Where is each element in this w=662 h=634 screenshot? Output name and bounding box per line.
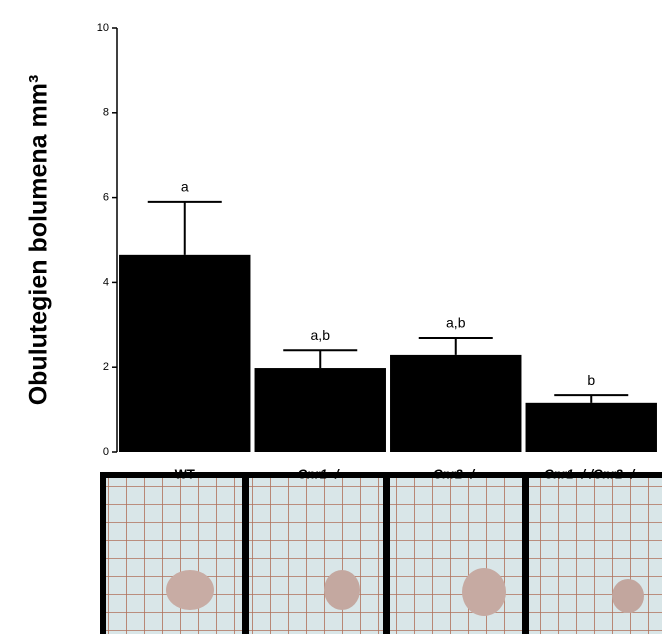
y-axis-label: Obulutegien bolumena mm³: [25, 75, 53, 406]
y-tick-label: 8: [103, 107, 109, 119]
bar: [255, 368, 386, 452]
chart: Obulutegien bolumena mm³ 0 2 4 6 8 10 a WT a,b Cn…: [0, 0, 662, 634]
y-tick-label: 2: [103, 361, 109, 373]
photo: [106, 478, 242, 634]
sample: [324, 570, 360, 610]
y-tick-label: 4: [103, 276, 109, 288]
error-bar: [283, 350, 357, 368]
photo: [390, 478, 522, 634]
error-bar: [419, 338, 493, 355]
y-tick-label: 6: [103, 192, 109, 204]
photo: [529, 478, 662, 634]
bar: [119, 255, 250, 452]
y-tick-label: 0: [103, 446, 109, 458]
error-bar: [554, 395, 628, 403]
x-tick-label: Cnr1 -/-/Cnr2 -/-: [544, 466, 639, 481]
annotation: b: [587, 372, 595, 388]
annotation: a,b: [446, 315, 466, 331]
annotation: a,b: [311, 327, 331, 343]
photo-strip: [100, 472, 662, 634]
sample: [612, 579, 644, 613]
sample: [166, 570, 214, 610]
x-tick-label: Cnr2 -/-: [433, 466, 479, 481]
sample: [462, 568, 506, 616]
photo: [249, 478, 383, 634]
annotation: a: [181, 179, 189, 195]
x-tick-label: Cnr1 -/-: [298, 466, 344, 481]
error-bar: [148, 202, 222, 255]
bar: [390, 355, 521, 452]
x-tick-label: WT: [175, 466, 195, 481]
y-tick-label: 10: [97, 22, 109, 34]
bar: [526, 403, 657, 452]
